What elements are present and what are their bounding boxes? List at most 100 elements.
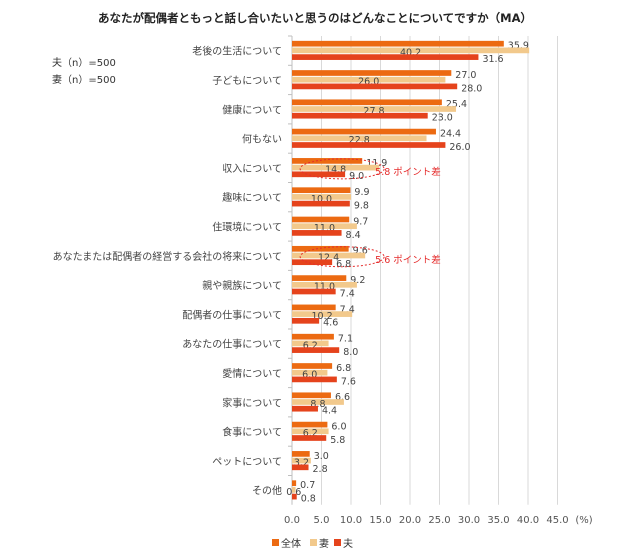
bar-夫: [292, 317, 320, 324]
bar-全体: [292, 333, 334, 340]
bar-夫: [292, 142, 446, 148]
bar-妻: [292, 457, 311, 464]
category-label: 食事について: [222, 426, 282, 439]
data-label: 23.0: [432, 113, 453, 124]
category-label: 住環境について: [212, 220, 282, 233]
x-tick-label: 15.0: [369, 515, 391, 526]
data-label: 35.9: [508, 41, 529, 52]
data-label: 8.0: [343, 347, 358, 358]
data-label: 3.2: [294, 457, 309, 468]
bar-全体: [292, 216, 350, 223]
bar-夫: [292, 171, 346, 178]
data-label: 6.2: [303, 340, 318, 351]
legend-swatch-夫: [334, 539, 341, 546]
data-label: 22.8: [349, 135, 370, 146]
data-label: 11.0: [314, 223, 335, 234]
category-label: 親や親族について: [202, 279, 282, 292]
legend-label: 全体: [281, 537, 301, 550]
bar-妻: [292, 487, 296, 493]
x-tick-label: 40.0: [517, 515, 539, 526]
bar-全体: [292, 128, 436, 135]
bar-妻: [292, 194, 351, 200]
annotation-text: 5.6 ポイント差: [375, 254, 441, 266]
data-label: 6.0: [302, 370, 317, 381]
annotation-ellipse: [299, 246, 385, 268]
x-tick-label: 25.0: [428, 515, 450, 526]
bar-夫: [292, 230, 342, 236]
data-label: 10.2: [312, 311, 333, 322]
bar-妻: [292, 76, 446, 83]
data-label: 9.8: [354, 200, 369, 211]
data-label: 12.4: [318, 252, 339, 263]
bar-全体: [292, 304, 336, 311]
category-label: その他: [252, 484, 282, 497]
data-label: 6.8: [336, 259, 351, 270]
data-label: 28.0: [461, 83, 482, 94]
annotation-ellipse: [299, 158, 385, 180]
bar-妻: [292, 311, 353, 317]
annotation-text: 5.8 ポイント差: [375, 166, 441, 178]
data-label: 8.8: [310, 399, 325, 410]
legend-label: 妻: [319, 537, 329, 550]
data-label: 3.0: [314, 451, 329, 462]
data-label: 26.0: [358, 77, 379, 88]
category-label: 子どもについて: [212, 75, 282, 87]
x-tick-label: 20.0: [399, 515, 421, 526]
bar-夫: [292, 347, 340, 353]
category-label: 愛情について: [222, 367, 282, 380]
data-label: 4.4: [322, 406, 337, 417]
x-tick-label: 0.0: [284, 515, 300, 526]
category-label: 収入について: [222, 163, 282, 175]
bar-妻: [292, 369, 328, 376]
data-label: 6.0: [331, 421, 346, 432]
category-label: ペットについて: [212, 456, 282, 468]
bar-夫: [292, 83, 458, 90]
chart-title: あなたが配偶者ともっと話し合いたいと思うのはどんなことについてですか（MA）: [98, 11, 532, 25]
data-label: 7.1: [338, 334, 353, 345]
bar-妻: [292, 252, 366, 259]
sample-note: 夫（n）=500: [52, 57, 116, 69]
bar-夫: [292, 112, 428, 119]
data-label: 10.0: [311, 194, 332, 205]
bar-全体: [292, 40, 504, 47]
bar-夫: [292, 405, 318, 412]
data-label: 27.8: [363, 106, 384, 117]
bar-妻: [292, 340, 329, 347]
bar-夫: [292, 54, 479, 60]
category-label: 趣味について: [222, 191, 282, 204]
data-label: 24.4: [440, 128, 461, 139]
data-label: 6.2: [303, 428, 318, 439]
bar-妻: [292, 106, 457, 112]
bar-夫: [292, 200, 350, 207]
category-label: 配偶者の仕事について: [182, 308, 282, 321]
data-label: 7.4: [340, 288, 355, 299]
bar-妻: [292, 223, 357, 230]
bar-妻: [292, 281, 357, 288]
data-label: 40.2: [400, 47, 421, 58]
data-label: 4.6: [323, 318, 338, 329]
data-label: 9.9: [354, 187, 369, 198]
bar-夫: [292, 493, 297, 500]
data-label: 0.8: [301, 493, 316, 504]
bar-全体: [292, 480, 297, 487]
data-label: 0.6: [286, 487, 301, 498]
bar-全体: [292, 392, 331, 399]
sample-note: 妻（n）=500: [52, 73, 116, 86]
category-label: 家事について: [222, 396, 282, 409]
data-label: 9.6: [353, 246, 368, 257]
data-label: 7.4: [340, 304, 355, 315]
data-label: 5.8: [330, 435, 345, 446]
bar-全体: [292, 421, 328, 428]
bar-妻: [292, 428, 329, 435]
x-tick-label: 10.0: [340, 515, 362, 526]
data-label: 9.0: [349, 171, 364, 182]
bar-全体: [292, 363, 333, 369]
data-label: 8.4: [346, 230, 361, 241]
bar-夫: [292, 376, 337, 383]
data-label: 26.0: [449, 142, 470, 153]
x-tick-label: 5.0: [314, 515, 330, 526]
x-tick-label: 45.0: [546, 515, 568, 526]
data-label: 31.6: [482, 54, 503, 65]
legend-swatch-妻: [310, 539, 317, 546]
category-label: 何もない: [242, 133, 282, 146]
